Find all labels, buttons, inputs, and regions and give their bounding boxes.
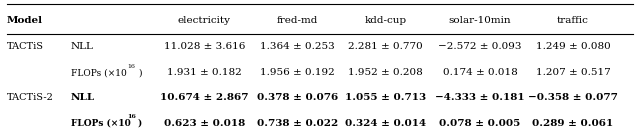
Text: Model: Model [7, 16, 43, 25]
Text: 16: 16 [127, 114, 136, 119]
Text: 10.674 ± 2.867: 10.674 ± 2.867 [160, 94, 249, 102]
Text: 2.281 ± 0.770: 2.281 ± 0.770 [348, 42, 423, 51]
Text: NLL: NLL [71, 42, 94, 51]
Text: −2.572 ± 0.093: −2.572 ± 0.093 [438, 42, 522, 51]
Text: electricity: electricity [178, 16, 231, 25]
Text: 1.364 ± 0.253: 1.364 ± 0.253 [260, 42, 335, 51]
Text: FLOPs (×10: FLOPs (×10 [71, 68, 127, 77]
Text: 0.174 ± 0.018: 0.174 ± 0.018 [443, 68, 517, 77]
Text: traffic: traffic [557, 16, 589, 25]
Text: 0.289 ± 0.061: 0.289 ± 0.061 [532, 119, 614, 128]
Text: kdd-cup: kdd-cup [364, 16, 406, 25]
Text: fred-md: fred-md [276, 16, 318, 25]
Text: ): ) [138, 68, 141, 77]
Text: 16: 16 [127, 64, 135, 69]
Text: 1.207 ± 0.517: 1.207 ± 0.517 [536, 68, 611, 77]
Text: −4.333 ± 0.181: −4.333 ± 0.181 [435, 94, 525, 102]
Text: ): ) [138, 119, 142, 128]
Text: 1.952 ± 0.208: 1.952 ± 0.208 [348, 68, 423, 77]
Text: 11.028 ± 3.616: 11.028 ± 3.616 [164, 42, 245, 51]
Text: −0.358 ± 0.077: −0.358 ± 0.077 [528, 94, 618, 102]
Text: 0.378 ± 0.076: 0.378 ± 0.076 [257, 94, 338, 102]
Text: NLL: NLL [71, 94, 95, 102]
Text: 1.055 ± 0.713: 1.055 ± 0.713 [345, 94, 426, 102]
Text: TACTiS-2: TACTiS-2 [7, 94, 54, 102]
Text: solar-10min: solar-10min [449, 16, 511, 25]
Text: 1.249 ± 0.080: 1.249 ± 0.080 [536, 42, 611, 51]
Text: 1.956 ± 0.192: 1.956 ± 0.192 [260, 68, 335, 77]
Text: 1.931 ± 0.182: 1.931 ± 0.182 [167, 68, 242, 77]
Text: FLOPs (×10: FLOPs (×10 [71, 119, 131, 128]
Text: 0.738 ± 0.022: 0.738 ± 0.022 [257, 119, 338, 128]
Text: 0.623 ± 0.018: 0.623 ± 0.018 [164, 119, 245, 128]
Text: 0.078 ± 0.005: 0.078 ± 0.005 [439, 119, 520, 128]
Text: TACTiS: TACTiS [7, 42, 44, 51]
Text: 0.324 ± 0.014: 0.324 ± 0.014 [345, 119, 426, 128]
